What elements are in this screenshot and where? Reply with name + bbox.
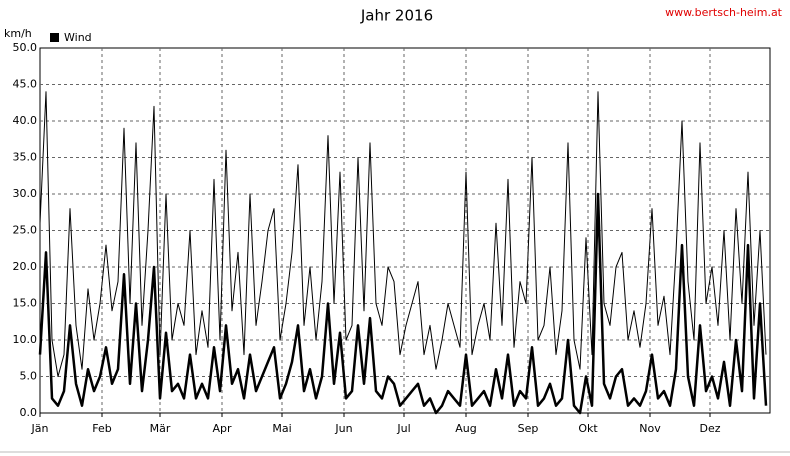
y-tick-label: 45.0: [13, 78, 38, 91]
x-tick-label: Jän: [31, 422, 49, 435]
y-tick-label: 10.0: [13, 333, 38, 346]
legend-label: Wind: [64, 31, 92, 44]
x-tick-label: Okt: [578, 422, 598, 435]
y-tick-label: 50.0: [13, 41, 38, 54]
x-tick-label: Sep: [518, 422, 539, 435]
x-tick-label: Aug: [455, 422, 476, 435]
y-tick-label: 35.0: [13, 151, 38, 164]
y-tick-label: 5.0: [20, 370, 38, 383]
x-tick-label: Jun: [334, 422, 352, 435]
y-axis-label: km/h: [4, 27, 32, 40]
x-tick-label: Mär: [150, 422, 171, 435]
y-tick-label: 25.0: [13, 224, 38, 237]
legend-swatch: [50, 33, 59, 42]
x-tick-label: Dez: [699, 422, 720, 435]
y-tick-label: 40.0: [13, 114, 38, 127]
series-line-thick: [38, 192, 768, 415]
source: www.bertsch-heim.at: [665, 6, 783, 19]
chart-title: Jahr 2016: [360, 7, 433, 25]
y-tick-label: 0.0: [20, 406, 38, 419]
x-tick-label: Nov: [639, 422, 661, 435]
y-tick-label: 15.0: [13, 297, 38, 310]
series-line-thin: [39, 91, 767, 377]
y-tick-label: 30.0: [13, 187, 38, 200]
x-tick-label: Feb: [92, 422, 111, 435]
x-tick-label: Mai: [272, 422, 291, 435]
y-tick-label: 20.0: [13, 260, 38, 273]
x-tick-label: Jul: [396, 422, 410, 435]
x-tick-label: Apr: [212, 422, 232, 435]
